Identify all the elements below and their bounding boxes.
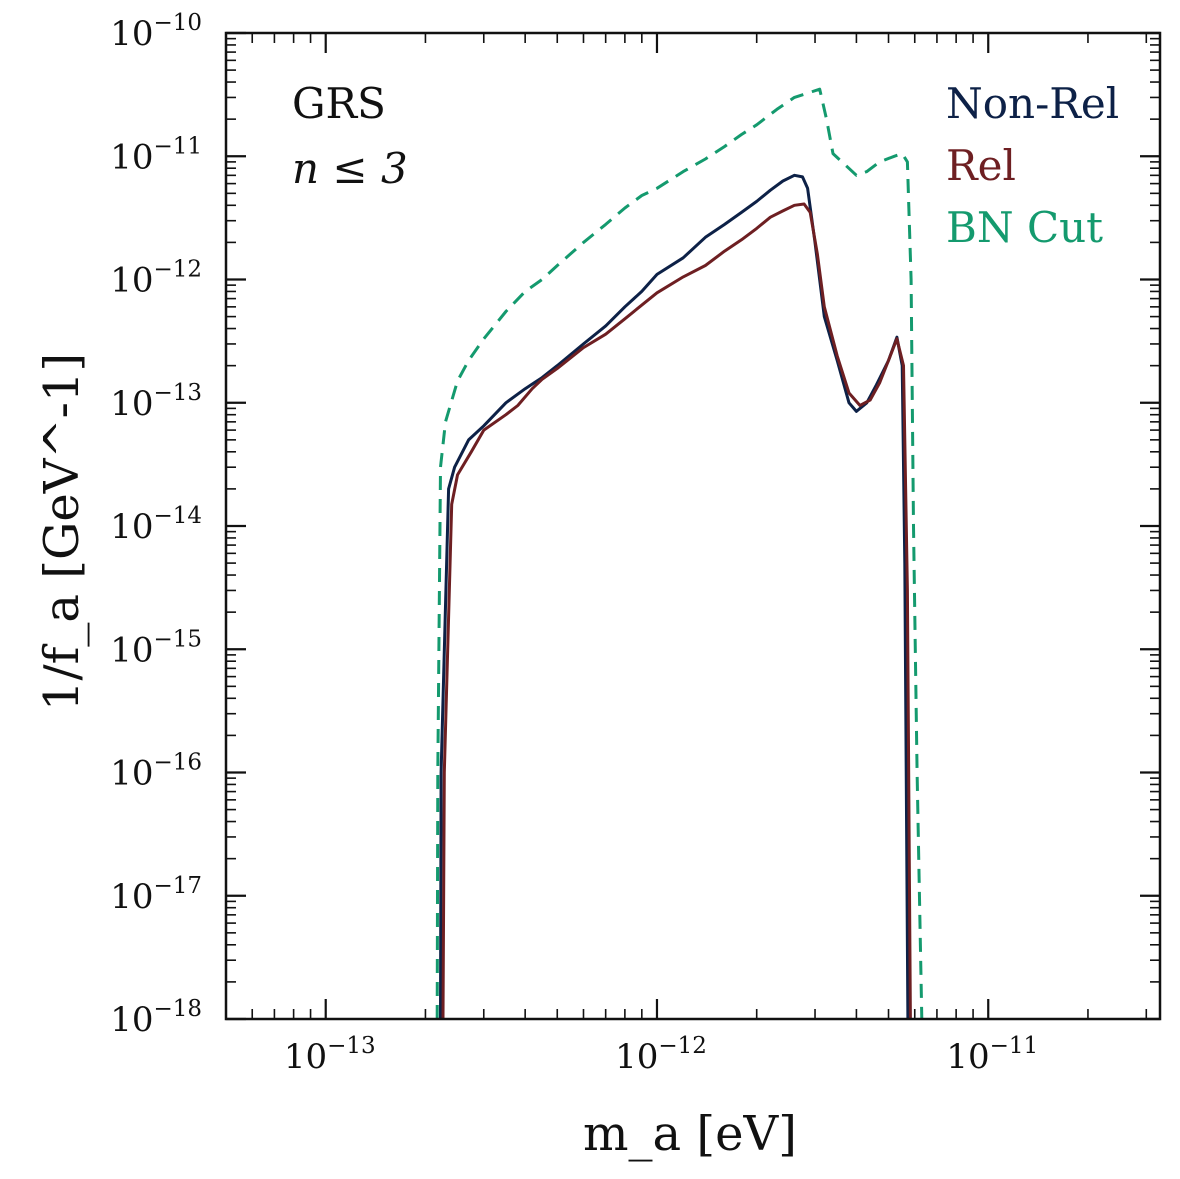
y-axis-title: 1/f_a [GeV^-1]	[34, 353, 90, 711]
x-axis-title: m_a [eV]	[583, 1106, 797, 1162]
legend: Non-Rel Rel BN Cut	[946, 79, 1119, 252]
annotation-grs: GRS	[292, 79, 386, 128]
x-tick-label: 10−12	[615, 1033, 707, 1077]
y-tick-label: 10−18	[110, 996, 202, 1040]
x-tick-label: 10−11	[946, 1033, 1038, 1077]
y-tick-label: 10−13	[110, 380, 202, 424]
legend-label-2: BN Cut	[946, 203, 1103, 252]
legend-label-1: Rel	[946, 141, 1016, 190]
y-tick-label: 10−12	[110, 257, 202, 301]
legend-label-0: Non-Rel	[946, 79, 1119, 128]
y-tick-label: 10−11	[110, 133, 202, 177]
y-tick-label: 10−15	[110, 626, 202, 670]
series-line-0	[439, 173, 910, 1019]
labels-layer: 10−13 10−12 10−11 10−10 10−11 10−12 10−13 10−14…	[110, 10, 1038, 1077]
x-tick-label: 10−13	[284, 1033, 376, 1077]
annotation-n-bound: n ≤ 3	[292, 144, 408, 193]
series-layer	[435, 87, 924, 1019]
y-tick-label: 10−16	[110, 750, 202, 794]
y-tick-label: 10−17	[110, 873, 202, 917]
series-line-2	[435, 87, 924, 1019]
series-line-1	[441, 202, 912, 1019]
y-tick-label: 10−14	[110, 503, 202, 547]
plot-frame	[224, 31, 1162, 1021]
y-tick-label: 10−10	[110, 10, 202, 54]
